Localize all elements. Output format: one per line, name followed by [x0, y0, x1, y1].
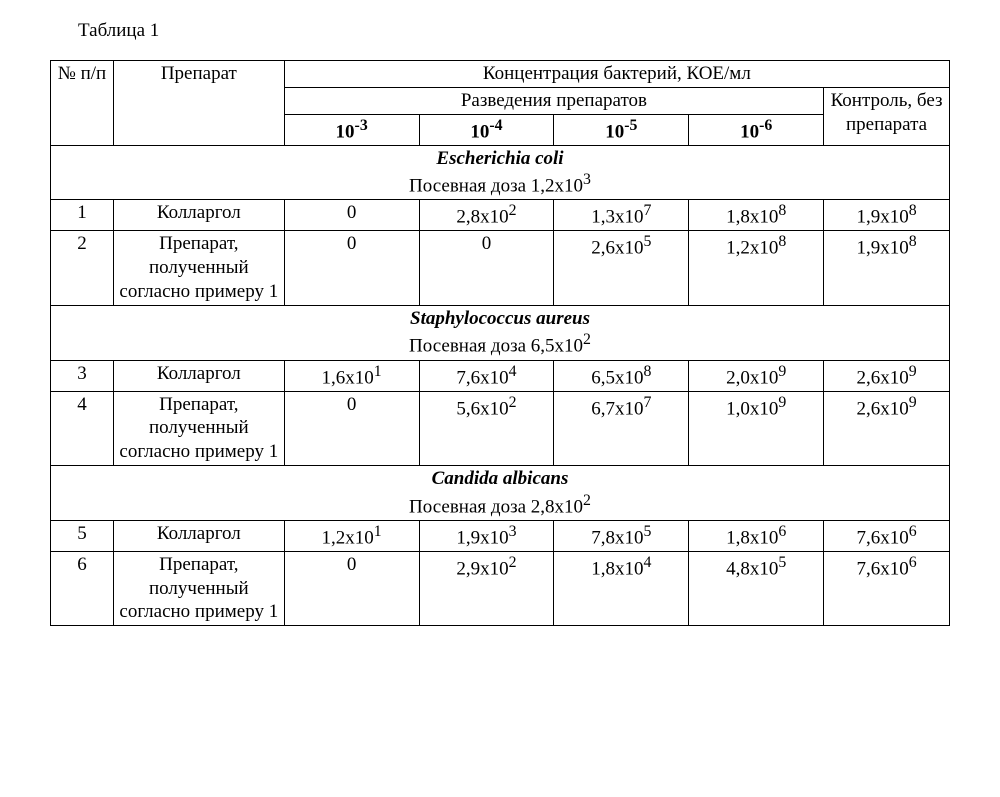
section-header-cell: Staphylococcus aureus Посевная доза 6,5х1…: [51, 305, 950, 360]
value-d3: 6,7х107: [554, 391, 689, 465]
preparation-name: Колларгол: [113, 360, 284, 391]
value-d1: 0: [284, 200, 419, 231]
organism-name: Escherichia coli: [436, 148, 563, 169]
seed-dose: Посевная доза 1,2х10: [409, 176, 583, 197]
section-header-row: Staphylococcus aureus Посевная доза 6,5х1…: [51, 305, 950, 360]
col-header-prep: Препарат: [113, 61, 284, 146]
value-d4: 1,0х109: [689, 391, 824, 465]
col-header-dilutions: Разведения препаратов: [284, 87, 823, 114]
col-header-num: № п/п: [51, 61, 114, 146]
value-control: 1,9х108: [824, 200, 950, 231]
preparation-name: Препарат, полученный согласно примеру 1: [113, 231, 284, 305]
value-d4: 1,8х108: [689, 200, 824, 231]
data-table: № п/п Препарат Концентрация бактерий, КО…: [50, 60, 950, 626]
value-d1: 0: [284, 551, 419, 625]
organism-name: Candida albicans: [432, 468, 569, 489]
row-num: 4: [51, 391, 114, 465]
dilution-header-3: 10-5: [554, 114, 689, 145]
value-d2: 5,6х102: [419, 391, 554, 465]
table-row: 6Препарат, полученный согласно примеру 1…: [51, 551, 950, 625]
table-row: 5Колларгол1,2х1011,9х1037,8х1051,8х1067,…: [51, 520, 950, 551]
dilution-header-1: 10-3: [284, 114, 419, 145]
dilution-header-4: 10-6: [689, 114, 824, 145]
value-d1: 0: [284, 231, 419, 305]
col-header-control: Контроль, без препарата: [824, 87, 950, 145]
header-row-1: № п/п Препарат Концентрация бактерий, КО…: [51, 61, 950, 88]
table-row: 1Колларгол02,8х1021,3х1071,8х1081,9х108: [51, 200, 950, 231]
preparation-name: Колларгол: [113, 200, 284, 231]
dilution-header-2: 10-4: [419, 114, 554, 145]
value-d2: 0: [419, 231, 554, 305]
value-d1: 0: [284, 391, 419, 465]
organism-name: Staphylococcus aureus: [410, 308, 590, 329]
preparation-name: Колларгол: [113, 520, 284, 551]
col-header-conc: Концентрация бактерий, КОЕ/мл: [284, 61, 949, 88]
value-d2: 2,9х102: [419, 551, 554, 625]
value-d4: 1,2х108: [689, 231, 824, 305]
value-d1: 1,2х101: [284, 520, 419, 551]
section-header-row: Candida albicansПосевная доза 2,8х102: [51, 465, 950, 520]
row-num: 2: [51, 231, 114, 305]
value-d2: 2,8х102: [419, 200, 554, 231]
value-d4: 1,8х106: [689, 520, 824, 551]
preparation-name: Препарат, полученный согласно примеру 1: [113, 551, 284, 625]
value-control: 7,6х106: [824, 520, 950, 551]
value-d1: 1,6х101: [284, 360, 419, 391]
preparation-name: Препарат, полученный согласно примеру 1: [113, 391, 284, 465]
section-header-row: Escherichia coliПосевная доза 1,2х103: [51, 145, 950, 200]
seed-dose: Посевная доза 2,8х10: [409, 496, 583, 517]
section-header-cell: Candida albicansПосевная доза 2,8х102: [51, 465, 950, 520]
value-d3: 2,6х105: [554, 231, 689, 305]
value-control: 1,9х108: [824, 231, 950, 305]
value-d3: 1,8х104: [554, 551, 689, 625]
value-control: 2,6х109: [824, 391, 950, 465]
value-d4: 2,0х109: [689, 360, 824, 391]
row-num: 1: [51, 200, 114, 231]
table-caption: Таблица 1: [78, 20, 950, 42]
section-header-cell: Escherichia coliПосевная доза 1,2х103: [51, 145, 950, 200]
value-d3: 7,8х105: [554, 520, 689, 551]
value-control: 2,6х109: [824, 360, 950, 391]
value-d3: 1,3х107: [554, 200, 689, 231]
value-d4: 4,8х105: [689, 551, 824, 625]
value-control: 7,6х106: [824, 551, 950, 625]
seed-dose: Посевная доза 6,5х10: [409, 336, 583, 357]
table-row: 2Препарат, полученный согласно примеру 1…: [51, 231, 950, 305]
row-num: 5: [51, 520, 114, 551]
value-d3: 6,5х108: [554, 360, 689, 391]
value-d2: 1,9х103: [419, 520, 554, 551]
row-num: 3: [51, 360, 114, 391]
table-row: 3Колларгол1,6х1017,6х1046,5х1082,0х1092,…: [51, 360, 950, 391]
value-d2: 7,6х104: [419, 360, 554, 391]
row-num: 6: [51, 551, 114, 625]
table-row: 4Препарат, полученный согласно примеру 1…: [51, 391, 950, 465]
